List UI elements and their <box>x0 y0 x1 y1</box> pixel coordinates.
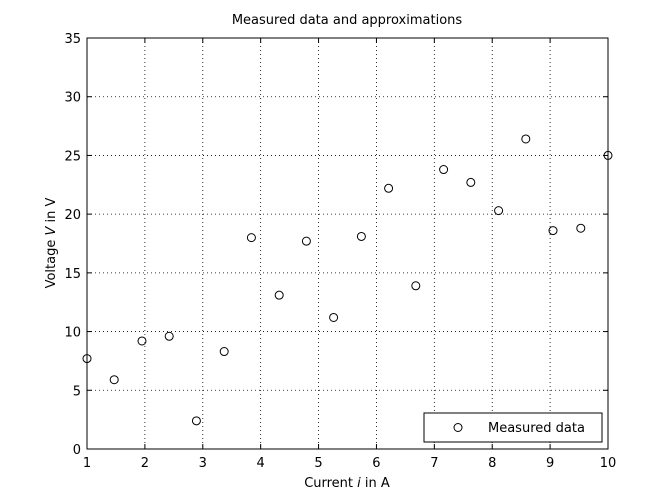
data-point <box>603 150 613 160</box>
y-tick-label: 10 <box>64 326 81 341</box>
y-axis-label: Voltage V in V <box>44 197 59 288</box>
y-tick-label: 25 <box>64 149 81 164</box>
data-point <box>576 223 586 233</box>
y-tick-label: 30 <box>64 91 81 106</box>
data-point <box>191 416 201 426</box>
x-axis-label-part: Current <box>304 476 357 491</box>
x-tick-label: 10 <box>600 456 617 471</box>
data-point <box>274 290 284 300</box>
legend-label: Measured data <box>488 421 585 436</box>
chart-title: Measured data and approximations <box>232 13 463 28</box>
data-point <box>137 336 147 346</box>
data-point <box>301 236 311 246</box>
x-tick-label: 6 <box>372 456 380 471</box>
x-axis-label-variable: i <box>357 476 361 491</box>
grid-lines <box>87 38 608 449</box>
legend-marker <box>453 423 463 432</box>
legend: Measured data <box>423 412 603 443</box>
data-point <box>494 206 504 216</box>
data-point <box>356 231 366 241</box>
x-tick-label: 3 <box>199 456 207 471</box>
x-tick-label: 4 <box>257 456 265 471</box>
data-point <box>164 331 174 341</box>
x-tick-label: 2 <box>141 456 149 471</box>
data-point <box>411 281 421 291</box>
y-tick-label: 20 <box>64 208 81 223</box>
y-axis-label-part: in V <box>44 197 59 226</box>
data-point <box>439 165 449 175</box>
y-tick-label: 35 <box>64 32 81 47</box>
x-tick-label: 9 <box>546 456 554 471</box>
x-axis-label: Current i in A <box>304 476 390 491</box>
data-point <box>109 375 119 385</box>
data-point <box>219 347 229 357</box>
y-tick-label: 15 <box>64 267 81 282</box>
x-tick-label: 8 <box>488 456 496 471</box>
data-point <box>384 183 394 193</box>
data-points <box>82 134 613 426</box>
y-tick-label: 0 <box>73 443 81 458</box>
data-point <box>521 134 531 144</box>
data-point <box>246 233 256 243</box>
data-point <box>548 226 558 236</box>
axes-box <box>86 37 609 450</box>
y-axis-label-variable: V <box>44 226 59 236</box>
axis-ticks: 1 2 3 4 5 6 7 8 9 10 0 5 10 15 20 25 30 35 <box>64 32 616 471</box>
data-point <box>466 177 476 187</box>
x-axis-label-part: in A <box>361 476 390 491</box>
x-tick-label: 1 <box>83 456 91 471</box>
data-point <box>329 312 339 322</box>
y-tick-label: 5 <box>73 384 81 399</box>
x-tick-label: 7 <box>430 456 438 471</box>
x-tick-label: 5 <box>314 456 322 471</box>
y-axis-label-part: Voltage <box>44 236 59 289</box>
data-point <box>82 354 92 364</box>
